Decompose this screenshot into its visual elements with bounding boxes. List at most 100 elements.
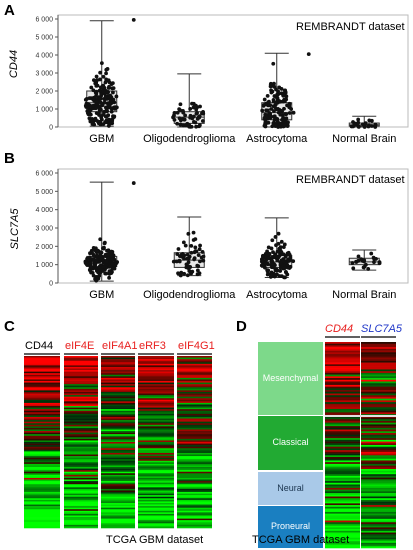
panel-c-heat-cell: [177, 431, 212, 433]
panel-d-heat-cell: [325, 542, 360, 545]
panel-a-point: [362, 125, 367, 129]
panel-b-point: [110, 266, 115, 271]
panel-d-heat-cell: [325, 378, 360, 381]
panel-c-heat-cell: [101, 402, 135, 405]
panel-c-heat-cell: [177, 490, 212, 493]
panel-a-point: [275, 92, 280, 97]
panel-b-point: [88, 261, 93, 266]
panel-c-heat-cell: [138, 470, 174, 473]
panel-c-heat-cell: [64, 431, 98, 433]
panel-c-heat-cell: [101, 410, 135, 413]
panel-a-point: [88, 118, 93, 123]
panel-b-point: [106, 248, 111, 253]
panel-c-heat-cell: [101, 395, 135, 397]
panel-c-heat-cell: [101, 362, 135, 365]
panel-c-heat-cell: [24, 435, 60, 438]
panel-a-point: [188, 107, 193, 111]
panel-b-point: [273, 235, 278, 239]
panel-d-heat-cell: [325, 342, 360, 345]
panel-c-heat-cell: [101, 381, 135, 383]
panel-d-heat-cell: [361, 419, 396, 422]
panel-c-heat-cell: [101, 463, 135, 466]
panel-d-heat-cell: [361, 350, 396, 353]
panel-a-point: [106, 78, 111, 83]
panel-c-heat-cell: [177, 468, 212, 471]
panel-d-heat-cell: [361, 388, 396, 391]
panel-a-letter: A: [4, 2, 15, 19]
panel-c-heat-cell: [101, 481, 135, 483]
panel-c-heat-cell: [24, 371, 60, 374]
panel-c-heat-cell: [101, 510, 135, 513]
panel-d-heat-cell: [325, 508, 360, 511]
panel-a-plot: 0 1 000 2 000 3 000 4 000 5 000 6 000 GBM Oligod…: [35, 14, 409, 145]
panel-d-heat-cell: [361, 386, 396, 389]
panel-a-point: [262, 123, 267, 128]
panel-c-heat-cell: [64, 365, 98, 368]
panel-c-heat-cell: [24, 468, 60, 471]
panel-d-heat-cell: [325, 372, 360, 375]
panel-a-point: [278, 112, 283, 117]
panel-d-heat-cell: [325, 419, 360, 422]
panel-d-heat-cell: [325, 359, 360, 362]
panel-c-heat-cell: [138, 512, 174, 515]
panel-a-point: [98, 122, 103, 127]
panel-c-heat-cell: [177, 434, 212, 437]
panel-d-heat-cell: [325, 489, 360, 492]
panel-c-heat-cell: [138, 407, 174, 410]
panel-d-heat-cell: [325, 482, 360, 485]
panel-c-heat-cell: [138, 398, 174, 401]
panel-c-heat-cell: [101, 440, 135, 443]
panel-c-heat-cell: [24, 409, 60, 412]
panel-b-point: [93, 277, 97, 281]
panel-c-heat-cell: [138, 368, 174, 371]
panel-b-point: [107, 269, 112, 274]
panel-a-point: [270, 124, 275, 129]
panel-c-heat-cell: [24, 513, 60, 516]
panel-c-heat-cell: [177, 438, 212, 441]
panel-d-heat-cell: [325, 450, 360, 453]
panel-d-heat-cell: [325, 503, 360, 506]
panel-c-heat-cell: [24, 402, 60, 405]
panel-a-ytick-label: 4 000: [35, 53, 53, 60]
panel-d-heat-cell: [361, 546, 396, 549]
panel-c-heat-cell: [64, 492, 98, 494]
panel-c-heat-cell: [101, 515, 135, 518]
panel-b-point: [101, 268, 105, 273]
panel-d-heat-cell: [361, 523, 396, 526]
panel-c-heat-cell: [138, 391, 174, 394]
panel-d-heat-cell: [361, 431, 396, 434]
panel-d-heat-cell: [325, 376, 360, 379]
panel-c-heat-cell: [64, 496, 98, 499]
panel-d-heat-cell: [361, 396, 396, 399]
panel-d-heat-cell: [361, 376, 396, 379]
panel-d-heat-cell: [361, 510, 396, 513]
panel-b-point: [369, 251, 374, 256]
panel-b-point: [109, 249, 114, 254]
panel-d-heat-cell: [325, 354, 360, 357]
panel-c-heat-cell: [177, 410, 212, 413]
panel-c-heat-cell: [101, 427, 135, 430]
panel-a-point: [268, 113, 273, 118]
panel-a-point: [273, 124, 278, 129]
panel-c-heat-cell: [101, 492, 135, 494]
panel-b-point: [87, 255, 92, 260]
panel-c-heat-cell: [64, 381, 98, 383]
panel-a-point: [98, 70, 103, 75]
panel-a-point: [175, 110, 180, 115]
panel-c-heat-cell: [64, 366, 98, 369]
panel-b-point: [98, 237, 103, 242]
panel-c-heat-cell: [24, 365, 60, 368]
panel-b-point: [276, 241, 281, 246]
panel-c-heat-cell: [101, 418, 135, 421]
panel-c-heat-cell: [177, 399, 212, 402]
panel-c-heat-cell: [64, 382, 98, 385]
panel-d-heat-cell: [325, 446, 360, 449]
panel-c-heat-cell: [138, 488, 174, 491]
panel-b-point: [185, 256, 190, 261]
panel-d-heat-cell: [361, 402, 396, 405]
panel-b-point: [192, 257, 197, 262]
panel-d-heat-cell: [325, 366, 360, 369]
panel-c-heat-cell: [138, 406, 174, 408]
panel-c-heat-cell: [64, 390, 98, 393]
panel-d-heat-cell: [325, 386, 360, 389]
